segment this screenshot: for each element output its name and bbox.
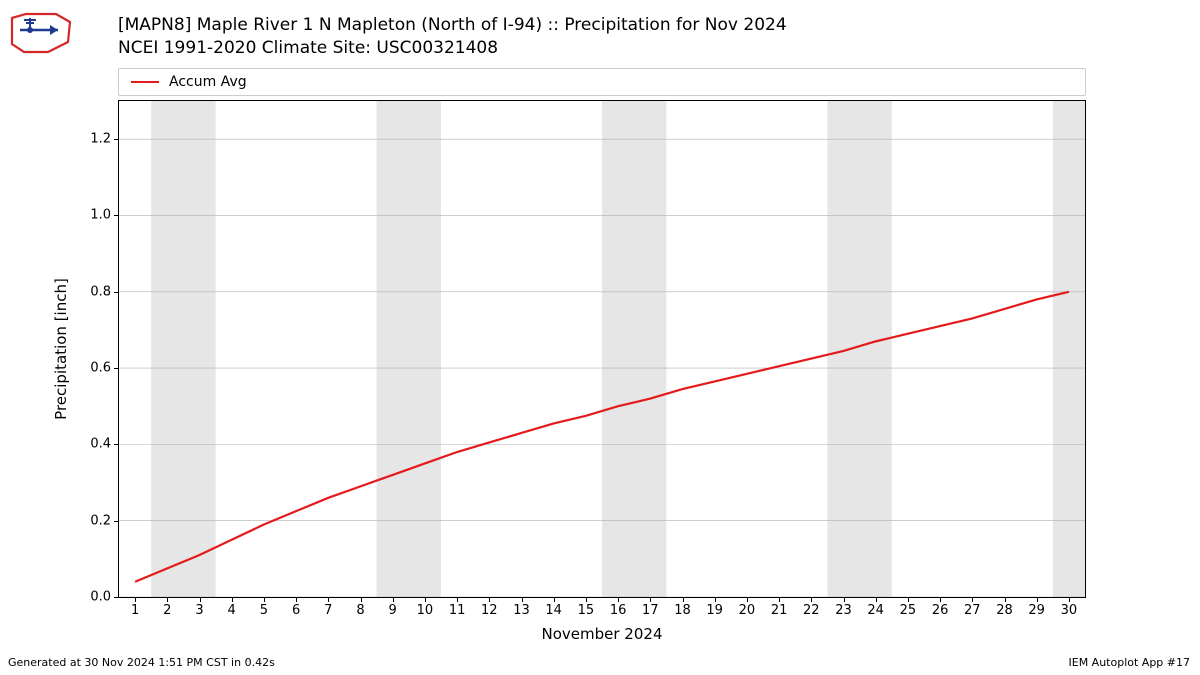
xtick-label: 8 xyxy=(356,603,364,618)
xtick-label: 27 xyxy=(964,603,981,618)
xtick-label: 6 xyxy=(292,603,300,618)
legend-label: Accum Avg xyxy=(169,74,247,90)
x-axis-label: November 2024 xyxy=(542,625,663,643)
xtick-label: 16 xyxy=(610,603,627,618)
xtick-label: 20 xyxy=(739,603,756,618)
title-line-1: [MAPN8] Maple River 1 N Mapleton (North … xyxy=(118,14,787,37)
xtick-label: 26 xyxy=(932,603,949,618)
plot-svg xyxy=(119,101,1085,597)
xtick-label: 11 xyxy=(449,603,466,618)
xtick-label: 21 xyxy=(771,603,788,618)
iem-logo xyxy=(6,8,76,56)
xtick-label: 5 xyxy=(260,603,268,618)
chart-title: [MAPN8] Maple River 1 N Mapleton (North … xyxy=(118,14,787,60)
y-axis-label: Precipitation [inch] xyxy=(52,278,70,420)
xtick-label: 1 xyxy=(131,603,139,618)
chart: Accum Avg Precipitation [inch] November … xyxy=(118,68,1086,628)
plot-area: Precipitation [inch] November 2024 0.00.… xyxy=(118,100,1086,598)
xtick-label: 28 xyxy=(996,603,1013,618)
xtick-label: 10 xyxy=(417,603,434,618)
xtick-label: 12 xyxy=(481,603,498,618)
legend: Accum Avg xyxy=(118,68,1086,96)
xtick-label: 7 xyxy=(324,603,332,618)
footer-generated: Generated at 30 Nov 2024 1:51 PM CST in … xyxy=(8,656,275,669)
ytick-label: 0.0 xyxy=(90,590,111,605)
xtick-label: 25 xyxy=(900,603,917,618)
ytick-label: 0.6 xyxy=(90,361,111,376)
xtick-label: 19 xyxy=(706,603,723,618)
xtick-label: 9 xyxy=(389,603,397,618)
ytick-label: 1.2 xyxy=(90,132,111,147)
xtick-label: 3 xyxy=(195,603,203,618)
ytick-label: 0.8 xyxy=(90,284,111,299)
xtick-label: 17 xyxy=(642,603,659,618)
ytick-label: 0.2 xyxy=(90,513,111,528)
legend-swatch xyxy=(131,81,159,83)
xtick-label: 13 xyxy=(513,603,530,618)
xtick-label: 22 xyxy=(803,603,820,618)
footer-app: IEM Autoplot App #17 xyxy=(1069,656,1191,669)
title-line-2: NCEI 1991-2020 Climate Site: USC00321408 xyxy=(118,37,787,60)
xtick-label: 2 xyxy=(163,603,171,618)
xtick-label: 14 xyxy=(545,603,562,618)
xtick-label: 29 xyxy=(1028,603,1045,618)
xtick-label: 30 xyxy=(1061,603,1078,618)
xtick-label: 15 xyxy=(578,603,595,618)
xtick-label: 18 xyxy=(674,603,691,618)
xtick-label: 24 xyxy=(867,603,884,618)
xtick-label: 4 xyxy=(228,603,236,618)
ytick-label: 0.4 xyxy=(90,437,111,452)
ytick-label: 1.0 xyxy=(90,208,111,223)
xtick-label: 23 xyxy=(835,603,852,618)
